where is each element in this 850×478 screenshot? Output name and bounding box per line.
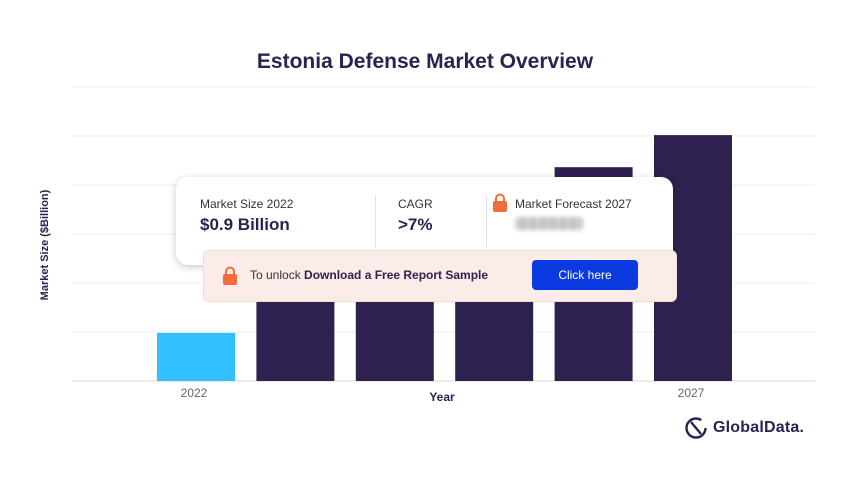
- unlock-bold-text: Download a Free Report Sample: [304, 268, 489, 282]
- cagr-kpi: CAGR >7%: [398, 197, 433, 235]
- lock-icon: [493, 193, 507, 212]
- market-forecast-label: Market Forecast 2027: [515, 197, 632, 211]
- globaldata-logo-text: GlobalData.: [713, 419, 805, 436]
- x-axis-label: Year: [429, 390, 455, 404]
- market-size-label: Market Size 2022: [200, 197, 294, 211]
- market-size-kpi: Market Size 2022 $0.9 Billion: [200, 197, 293, 235]
- blurred-forecast-value: [515, 217, 583, 230]
- click-here-button[interactable]: Click here: [532, 260, 638, 290]
- kpi-divider: [375, 195, 376, 247]
- lock-icon: [223, 266, 237, 285]
- globaldata-logo-icon: [685, 417, 707, 439]
- cagr-label: CAGR: [398, 197, 433, 211]
- cagr-value: >7%: [398, 215, 433, 234]
- market-forecast-kpi: Market Forecast 2027: [515, 197, 632, 235]
- chart-title: Estonia Defense Market Overview: [256, 50, 594, 73]
- bar-2022: [157, 332, 235, 381]
- x-tick-label-2027: 2027: [677, 386, 705, 400]
- kpi-divider: [486, 195, 487, 247]
- unlock-text: To unlock Download a Free Report Sample: [250, 268, 488, 282]
- unlock-prefix: To unlock: [250, 268, 305, 282]
- unlock-banner: To unlock Download a Free Report Sample …: [203, 250, 677, 302]
- y-axis-label: Market Size ($Billion): [39, 189, 51, 301]
- market-size-value: $0.9 Billion: [200, 215, 290, 234]
- globaldata-logo: GlobalData.: [684, 415, 804, 441]
- x-tick-label-2022: 2022: [180, 386, 208, 400]
